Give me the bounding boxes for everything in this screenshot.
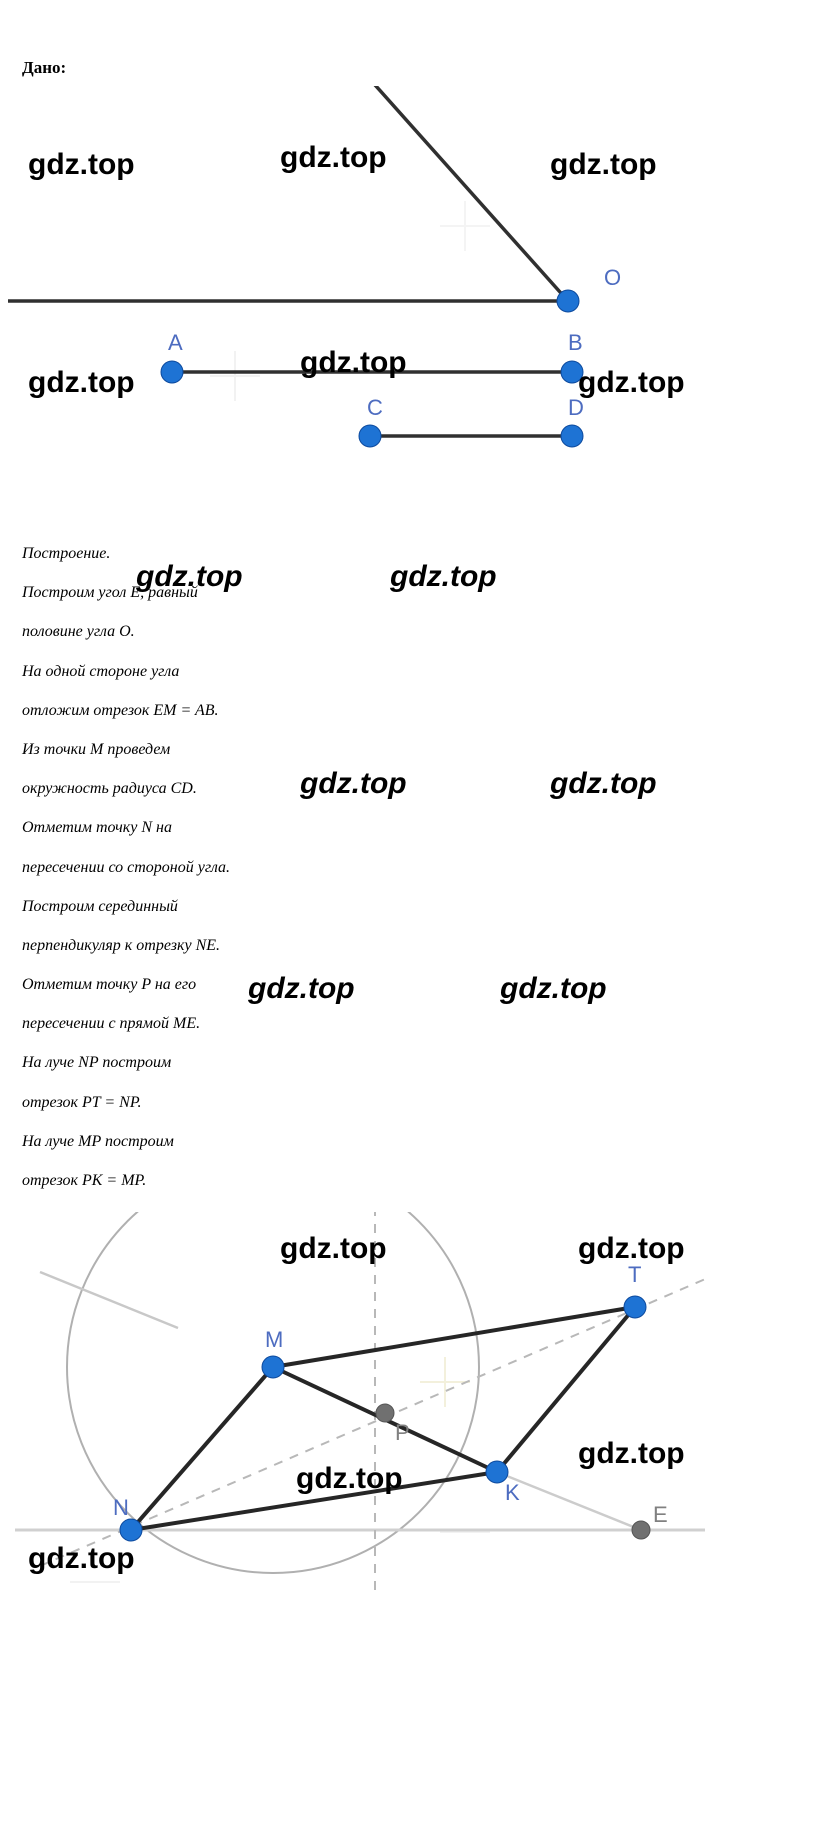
label-p: P	[395, 1420, 410, 1445]
angle-ray-2	[367, 86, 568, 301]
construction-line: пересечении с прямой ME.	[22, 1006, 797, 1041]
construction-heading: Построение.	[22, 536, 797, 571]
point-c	[359, 425, 381, 447]
point-e	[632, 1521, 650, 1539]
figure-2-svg: M T K N P E	[0, 1212, 720, 1592]
point-n	[120, 1519, 142, 1541]
construction-line: отрезок PK = MP.	[22, 1163, 797, 1198]
point-b	[561, 361, 583, 383]
construction-line: отложим отрезок EM = AB.	[22, 693, 797, 728]
label-a: A	[168, 330, 183, 355]
point-p	[376, 1404, 394, 1422]
construction-line: Построим угол E, равный	[22, 575, 797, 610]
construction-line: перпендикуляр к отрезку NE.	[22, 928, 797, 963]
figure-2: M T K N P E gdz.top gdz.top gdz.top gdz.…	[0, 1212, 819, 1592]
construction-line: отрезок PT = NP.	[22, 1085, 797, 1120]
given-heading: Дано:	[0, 0, 819, 78]
label-k: K	[505, 1480, 520, 1505]
construction-line: окружность радиуса CD.	[22, 771, 797, 806]
figure-1-svg: O A B C D	[0, 86, 720, 516]
np-ray	[40, 1277, 710, 1566]
edge-mt	[273, 1307, 635, 1367]
point-m	[262, 1356, 284, 1378]
label-c: C	[367, 395, 383, 420]
construction-line: На луче NP построим	[22, 1045, 797, 1080]
construction-line: пересечении со стороной угла.	[22, 850, 797, 885]
edge-tk	[497, 1307, 635, 1472]
label-m: M	[265, 1327, 283, 1352]
edge-kn	[131, 1472, 497, 1530]
me-ext-1	[40, 1272, 178, 1328]
point-t	[624, 1296, 646, 1318]
label-t: T	[628, 1262, 641, 1287]
construction-line: Отметим точку N на	[22, 810, 797, 845]
point-a	[161, 361, 183, 383]
construction-line: Отметим точку P на его	[22, 967, 797, 1002]
construction-line: На луче MP построим	[22, 1124, 797, 1159]
edge-nm	[131, 1367, 273, 1530]
label-e: E	[653, 1502, 668, 1527]
label-b: B	[568, 330, 583, 355]
construction-line: Из точки M проведем	[22, 732, 797, 767]
point-o	[557, 290, 579, 312]
label-o: O	[604, 265, 621, 290]
label-d: D	[568, 395, 584, 420]
point-d	[561, 425, 583, 447]
figure-1: O A B C D gdz.top gdz.top gdz.top gdz.to…	[0, 86, 819, 516]
construction-line: На одной стороне угла	[22, 654, 797, 689]
construction-text-block: Построение. Построим угол E, равный поло…	[0, 516, 819, 1212]
label-n: N	[113, 1495, 129, 1520]
construction-line: Построим серединный	[22, 889, 797, 924]
construction-line: половине угла O.	[22, 614, 797, 649]
